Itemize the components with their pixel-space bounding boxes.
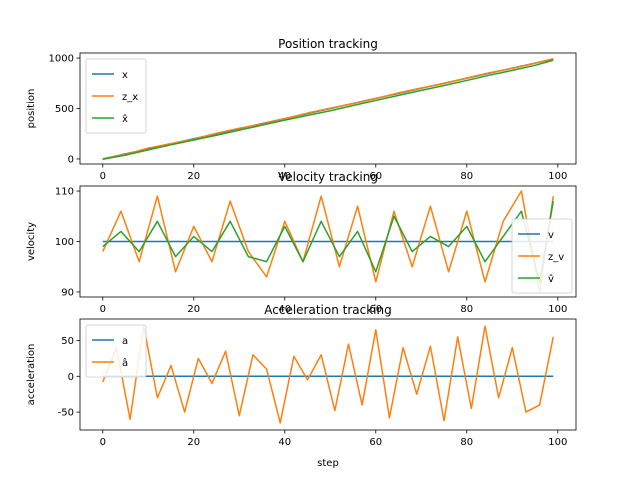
velocity-series-line-1 bbox=[102, 190, 554, 293]
acceleration-legend-frame bbox=[85, 324, 147, 378]
acceleration-y-tick-label: -50 bbox=[58, 408, 74, 419]
acceleration-x-tick-label: 60 bbox=[369, 437, 382, 448]
velocity-x-tick-label: 60 bbox=[369, 304, 382, 315]
position-x-tick-label: 40 bbox=[278, 171, 291, 182]
acceleration-x-tick-label: 80 bbox=[460, 437, 473, 448]
position-y-tick-label: 0 bbox=[68, 154, 74, 165]
velocity-x-tick-label: 80 bbox=[460, 304, 473, 315]
acceleration-x-tick-label: 0 bbox=[100, 437, 106, 448]
position-legend-label: x̂ bbox=[122, 113, 128, 125]
acceleration-axes: 0 20 40 60 80 100 -50 0 50 Acceleration tracking a… bbox=[26, 303, 577, 448]
acceleration-legend: aâ bbox=[85, 324, 147, 378]
acceleration-x-tick-label: 20 bbox=[187, 437, 200, 448]
velocity-legend-frame bbox=[511, 218, 573, 294]
velocity-x-tick-label: 0 bbox=[100, 304, 106, 315]
velocity-x-tick-label: 40 bbox=[278, 304, 291, 315]
acceleration-y-axis-label: acceleration bbox=[26, 344, 37, 406]
acceleration-plot-area bbox=[80, 319, 576, 430]
velocity-y-tick-label: 110 bbox=[55, 187, 74, 198]
velocity-legend-label: v bbox=[548, 230, 554, 241]
velocity-y-tick-label: 90 bbox=[61, 287, 74, 298]
velocity-legend: v z_v v̂ bbox=[511, 218, 573, 294]
acceleration-legend-label: a bbox=[122, 336, 128, 347]
velocity-y-tick-label: 100 bbox=[55, 237, 74, 248]
velocity-legend-label: v̂ bbox=[548, 273, 554, 285]
velocity-chart-title: Velocity tracking bbox=[278, 170, 378, 184]
velocity-legend-label: z_v bbox=[548, 252, 564, 263]
acceleration-x-tick-label: 100 bbox=[548, 437, 567, 448]
position-x-tick-label: 80 bbox=[460, 171, 473, 182]
velocity-x-tick-label: 100 bbox=[548, 304, 567, 315]
velocity-axes: 0 20 40 60 80 100 90 100 110 Velocity tracking vel… bbox=[26, 170, 577, 315]
position-legend: x z_x x̂ bbox=[85, 58, 147, 134]
acceleration-series-line-1 bbox=[102, 325, 554, 424]
position-y-axis-label: position bbox=[26, 89, 37, 129]
acceleration-x-tick-label: 40 bbox=[278, 437, 291, 448]
acceleration-chart-title: Acceleration tracking bbox=[264, 303, 391, 317]
acceleration-axes-frame bbox=[79, 318, 577, 431]
acceleration-legend-label: â bbox=[122, 357, 128, 369]
x-axis-label: step bbox=[317, 458, 339, 469]
velocity-series-line-2 bbox=[102, 201, 554, 283]
position-legend-label: x bbox=[122, 70, 128, 81]
position-chart-title: Position tracking bbox=[278, 37, 378, 51]
position-series-line-1 bbox=[102, 57, 554, 160]
position-x-tick-label: 100 bbox=[548, 171, 567, 182]
acceleration-y-tick-label: 50 bbox=[61, 336, 74, 347]
position-y-tick-label: 1000 bbox=[49, 54, 74, 65]
acceleration-y-tick-label: 0 bbox=[68, 372, 74, 383]
velocity-x-tick-label: 20 bbox=[187, 304, 200, 315]
position-x-tick-label: 60 bbox=[369, 171, 382, 182]
velocity-y-axis-label: velocity bbox=[26, 222, 37, 261]
position-legend-frame bbox=[85, 58, 147, 134]
position-legend-label: z_x bbox=[122, 92, 138, 103]
position-y-tick-label: 500 bbox=[55, 104, 74, 115]
position-series-line-2 bbox=[102, 59, 554, 160]
position-x-tick-label: 0 bbox=[100, 171, 106, 182]
position-x-tick-label: 20 bbox=[187, 171, 200, 182]
